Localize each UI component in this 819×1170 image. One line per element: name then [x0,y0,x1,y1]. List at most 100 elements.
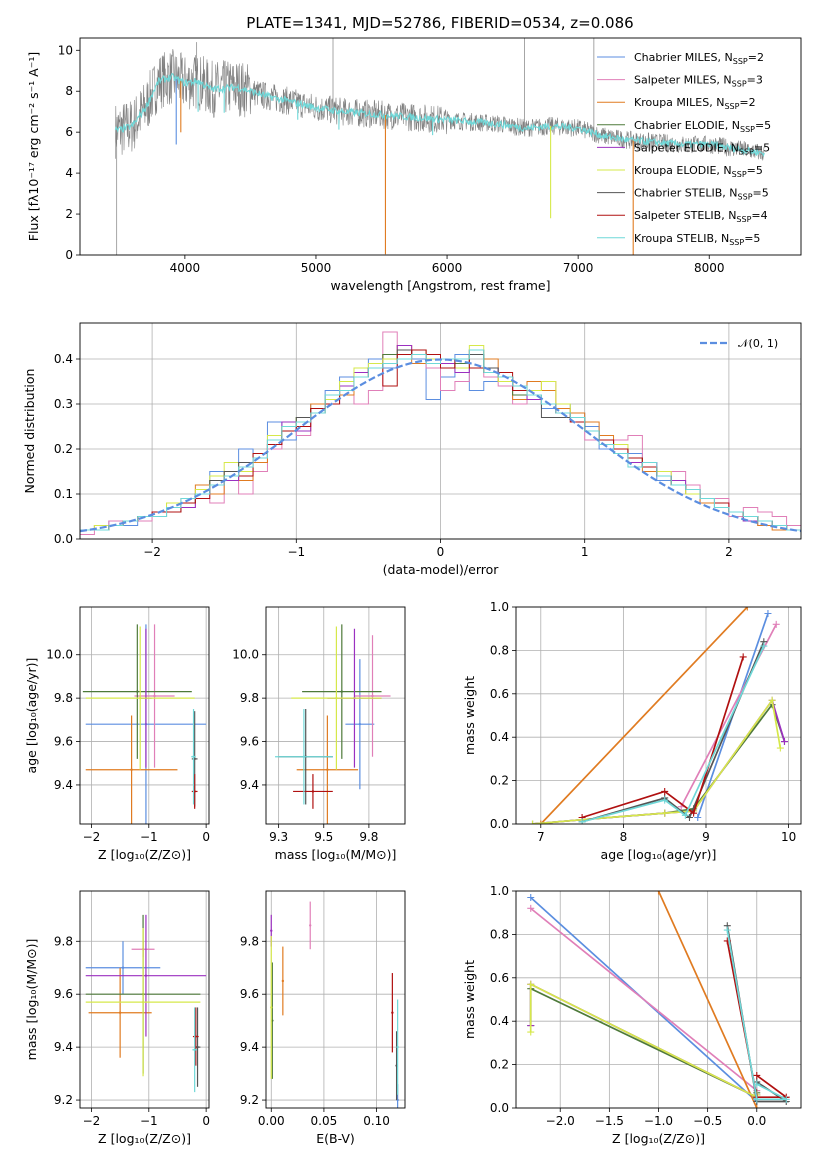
x-axis-label: (data-model)/error [383,562,500,577]
x-tick-label: −1 [140,1114,158,1128]
x-tick-label: 0 [437,545,445,559]
x-tick-label: −1.0 [644,1114,673,1128]
marker-chabrier_miles [527,894,535,902]
point-kroupa_elodie [139,696,142,700]
legend-entry-sub: SSP [732,80,747,89]
y-axis-label: mass [log₁₀(M/M⊙)] [24,939,39,1061]
point-kroupa_stelib [396,1045,399,1049]
x-tick-label: −2 [83,830,101,844]
x-tick-label: −2 [143,545,161,559]
point-kroupa_miles [130,768,133,771]
point-salpeter_elodie [270,929,273,932]
marker-chabrier_stelib [685,813,693,821]
axes-frame [79,37,802,256]
y-tick-label: 9.6 [240,987,259,1001]
plot-area [82,624,207,824]
point-kroupa_stelib [302,755,306,758]
marker-kroupa_stelib [760,642,768,650]
x-axis-label: Z [log₁₀(Z/Z⊙)] [612,1131,705,1146]
x-tick-label: 9.5 [314,830,333,844]
marker-kroupa_miles [743,607,751,611]
marker-salpeter_stelib [739,653,747,661]
y-tick-label: 9.8 [240,934,259,948]
y-tick-label: 9.8 [54,691,73,705]
y-tick-label: 0.6 [490,971,509,985]
marker-salpeter_miles [527,904,535,912]
point-chabrier_elodie [340,690,344,693]
marker-salpeter_stelib [753,1071,761,1079]
point-chabrier_elodie [136,690,139,693]
series-kroupa_miles [540,607,748,824]
legend-entry-name: Salpeter STELIB, N [634,209,736,222]
marker-kroupa_stelib [753,1080,761,1088]
series-salpeter_stelib [581,656,745,819]
x-tick-label: 9.8 [359,830,378,844]
series-kroupa_stelib [581,645,765,823]
y-axis-label: age [log₁₀(age/yr)] [24,658,39,774]
y-tick-label: 0.4 [490,1014,509,1028]
legend-entry: Kroupa STELIB, NSSP=5 [634,232,760,247]
series-chabrier_elodie [532,702,786,824]
x-axis-label: Z [log₁₀(Z/Z⊙)] [98,1131,191,1146]
marker-kroupa_stelib [661,796,669,804]
point-chabrier_miles [358,722,362,726]
legend-entry-name: Chabrier MILES, N [634,51,733,64]
point-kroupa_stelib [193,1048,196,1051]
y-axis-label: mass weight [462,960,477,1039]
legend-entry-name: Kroupa MILES, N [634,96,724,109]
y-tick-label: 0.6 [490,687,509,701]
x-tick-label: 1 [581,545,589,559]
y-tick-label: 0.2 [490,774,509,788]
legend-entry-sub: SSP [724,102,739,111]
legend-entry: 𝒩(0, 1) [738,337,778,350]
legend-entry: Chabrier MILES, NSSP=2 [634,51,764,66]
panel-residuals: −2 −1 0 1 2 0.0 0.1 0.2 0.3 0.4 (data-model)/error… [22,322,802,577]
legend-entry: Chabrier ELODIE, NSSP=5 [634,119,771,134]
point-kroupa_miles [118,1011,122,1014]
series-salpeter_elodie [532,698,786,824]
legend-entry: Salpeter STELIB, NSSP=4 [634,209,768,224]
marker-kroupa_miles [655,891,662,895]
y-tick-label: 4 [65,166,73,180]
legend-entry-sub: SSP [739,147,754,156]
y-tick-label: 9.2 [240,1093,259,1107]
x-tick-label: −0.5 [693,1114,722,1128]
x-axis-label: E(B-V) [316,1131,355,1146]
x-tick-label: −1 [140,830,158,844]
legend-entry-value: =5 [744,232,760,245]
point-salpeter_stelib [391,1011,394,1014]
legend-entry-name: Kroupa STELIB, N [634,232,729,245]
plot-area [527,891,790,1108]
marker-kroupa_elodie [527,980,535,988]
point-kroupa_elodie [141,1000,145,1004]
x-tick-label: 7 [537,830,545,844]
marker-salpeter_stelib [690,809,698,817]
legend-entry-name: Salpeter MILES, N [634,74,732,87]
marker-kroupa_miles [753,1104,761,1108]
y-tick-label: 9.8 [54,934,73,948]
y-tick-label: 0.8 [490,643,509,657]
x-tick-label: 8 [620,830,628,844]
legend-entry: Salpeter ELODIE, NSSP=5 [634,141,770,156]
marker-salpeter_stelib [661,787,669,795]
axes-frame [265,890,406,1109]
legend-entry-sub: SSP [740,125,755,134]
legend-entry: Kroupa ELODIE, NSSP=5 [634,164,763,179]
plot-area [114,38,765,255]
x-tick-label: 0.10 [363,1114,390,1128]
x-axis-label: wavelength [Angstrom, rest frame] [330,278,550,293]
point-chabrier_miles [121,966,125,969]
y-tick-label: 9.6 [54,987,73,1001]
marker-kroupa_stelib [782,1095,790,1103]
plot-area [270,901,399,1108]
legend-entry-sub: SSP [738,193,753,202]
axes-frame [515,890,802,1109]
marker-salpeter_miles [772,620,780,628]
y-tick-label: 9.4 [240,1040,259,1054]
legend-entry-sub: SSP [732,170,747,179]
axes-frame [79,606,210,825]
point-chabrier_stelib [196,1045,199,1049]
legend-entry-value: =2 [739,96,755,109]
